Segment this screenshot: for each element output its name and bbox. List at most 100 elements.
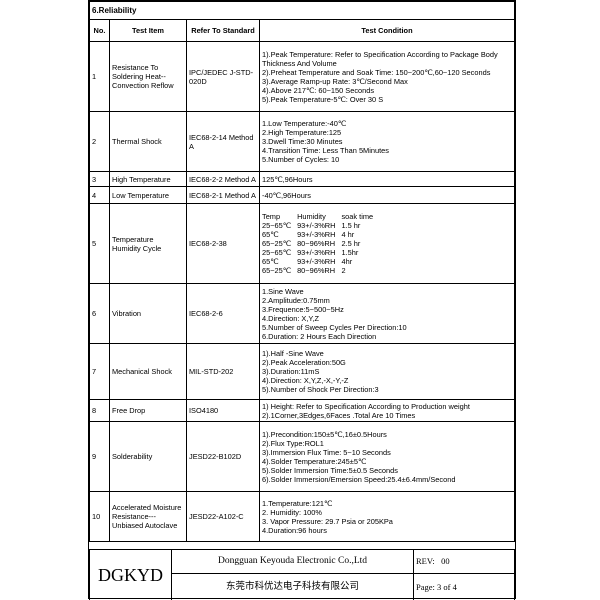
condition-table: Temp Humidity soak time 25~65℃ 93+/-3%RH 1.5 … (262, 212, 379, 275)
test-item: Temperature Humidity Cycle (109, 203, 187, 284)
column-header: Refer To Standard (186, 19, 260, 42)
test-condition: 1).Half -Sine Wave 2).Peak Acceleration:5… (259, 343, 515, 400)
column-header: Test Condition (259, 19, 515, 42)
table-row: 5 Temperature Humidity Cycle IEC68-2-38 Tem… (89, 203, 515, 284)
test-item: Accelerated Moisture Resistance---Unbias… (109, 491, 187, 542)
row-number: 2 (89, 111, 110, 172)
condition-cell: 65~25℃ (262, 266, 292, 275)
sheet: 6.Reliability No. Test Item Refer To Stand… (88, 0, 516, 600)
test-condition: 1).Peak Temperature: Refer to Specificat… (259, 41, 515, 112)
condition-line: 4.Direction: X,Y,Z (262, 313, 319, 323)
condition-header-cell: soak time (341, 212, 374, 221)
condition-row: 65~25℃ 80~96%RH 2.5 hr (262, 239, 379, 248)
condition-line: 1.Low Temperature:-40℃ (262, 119, 347, 128)
condition-cell: 93+/-3%RH (297, 248, 336, 257)
table-row: 7 Mechanical Shock MIL-STD-202 1).Half -Sin… (89, 343, 515, 400)
condition-line: 1.Sine Wave (262, 286, 304, 296)
condition-line: 4).Solder Temperature:245±5℃ (262, 456, 367, 466)
condition-header: Temp Humidity soak time (262, 212, 379, 221)
rev-value: 00 (441, 556, 450, 566)
test-condition: 125℃,96Hours (259, 171, 515, 187)
reliability-table: 6.Reliability No. Test Item Refer To Stand… (89, 1, 515, 542)
test-item: Free Drop (109, 399, 187, 422)
test-item: Thermal Shock (109, 111, 187, 172)
test-item: Solderability (109, 421, 187, 492)
condition-line: 2).Peak Acceleration:50G (262, 358, 346, 367)
condition-cell: 4hr (341, 257, 353, 266)
condition-line: 125℃,96Hours (262, 174, 313, 184)
standard: IEC68-2-6 (186, 283, 260, 344)
test-condition: 1.Low Temperature:-40℃ 2.High Temperature… (259, 111, 515, 172)
condition-line: 2. Humidity: 100% (262, 507, 322, 517)
standard: JESD22-A102-C (186, 491, 260, 542)
condition-cell: 4 hr (341, 230, 355, 239)
table-row: 4 Low Temperature IEC68-2-1 Method A -40℃,9… (89, 186, 515, 204)
logo: DGKYD (89, 549, 172, 600)
revision: REV: 00 (413, 549, 515, 574)
header-row: No. Test Item Refer To Standard Test Condit… (89, 19, 515, 42)
table-row: 3 High Temperature IEC68-2-2 Method A 125℃,… (89, 171, 515, 187)
condition-line: 6.Duration: 2 Hours Each Direction (262, 331, 377, 341)
row-number: 8 (89, 399, 110, 422)
condition-line: 2).Flux Type:ROL1 (262, 438, 324, 448)
condition-row: 25~65℃ 93+/-3%RH 1.5hr (262, 248, 379, 257)
condition-cell: 93+/-3%RH (297, 257, 336, 266)
page-number: Page: 3 of 4 (413, 573, 515, 600)
condition-line: 3).Average Ramp-up Rate: 3℃/Second Max (262, 76, 408, 86)
standard: IEC68-2-2 Method A (186, 171, 260, 187)
condition-line: 2.High Temperature:125 (262, 128, 342, 137)
condition-line: 2).1Corner,3Edges,6Faces .Total Are 10 T… (262, 410, 416, 420)
condition-line: 5).Number of Shock Per Direction:3 (262, 385, 379, 394)
condition-cell: 1.5hr (341, 248, 359, 257)
table-row: 2 Thermal Shock IEC68-2-14 Method A 1.Low T… (89, 111, 515, 172)
condition-cell: 2 (341, 266, 346, 275)
condition-row: 25~65℃ 93+/-3%RH 1.5 hr (262, 221, 379, 230)
table-row: 6 Vibration IEC68-2-6 1.Sine Wave 2.Amplitud… (89, 283, 515, 344)
condition-line: 1).Half -Sine Wave (262, 349, 324, 358)
test-item: High Temperature (109, 171, 187, 187)
condition-line: -40℃,96Hours (262, 190, 311, 200)
test-item: Mechanical Shock (109, 343, 187, 400)
condition-line: 5.Number of Cycles: 10 (262, 155, 340, 164)
company-name-cn: 东莞市科优达电子科技有限公司 (171, 573, 414, 600)
condition-cell: 25~65℃ (262, 248, 292, 257)
condition-cell: 2.5 hr (341, 239, 361, 248)
condition-cell: 65℃ (262, 257, 279, 266)
row-number: 9 (89, 421, 110, 492)
standard: JESD22-B102D (186, 421, 260, 492)
condition-line: 5.Number of Sweep Cycles Per Direction:1… (262, 322, 407, 332)
standard: ISO4180 (186, 399, 260, 422)
row-number: 3 (89, 171, 110, 187)
condition-line: 3).Duration:11mS (262, 367, 320, 376)
condition-cell: 25~65℃ (262, 221, 292, 230)
condition-cell: 80~96%RH (297, 239, 336, 248)
column-header: Test Item (109, 19, 187, 42)
condition-line: 6).Solder Immersion/Emersion Speed:25.4±… (262, 474, 456, 484)
footer: DGKYD Dongguan Keyouda Electronic Co.,Lt… (89, 549, 515, 600)
test-condition: 1).Precondition:150±5℃,16±0.5Hours 2).Flu… (259, 421, 515, 492)
condition-line: 2.Amplitude:0.75mm (262, 295, 330, 305)
test-item: Resistance To Soldering Heat--Convection… (109, 41, 187, 112)
condition-line: 1.Temperature:121℃ (262, 498, 333, 508)
row-number: 7 (89, 343, 110, 400)
condition-line: 4).Above 217℃: 60~150 Seconds (262, 85, 375, 95)
standard: IEC68-2-1 Method A (186, 186, 260, 204)
test-item: Low Temperature (109, 186, 187, 204)
standard: IEC68-2-38 (186, 203, 260, 284)
table-row: 10 Accelerated Moisture Resistance---Unbi… (89, 491, 515, 542)
condition-row: 65℃ 93+/-3%RH 4hr (262, 257, 379, 266)
table-row: 1 Resistance To Soldering Heat--Convectio… (89, 41, 515, 112)
company-name: Dongguan Keyouda Electronic Co.,Ltd (171, 549, 414, 574)
section-title: 6.Reliability (89, 1, 515, 20)
condition-cell: 65~25℃ (262, 239, 292, 248)
standard: MIL-STD-202 (186, 343, 260, 400)
condition-line: 3).Immersion Flux Time: 5~10 Seconds (262, 447, 391, 457)
condition-line: 1) Height: Refer to Specification Accord… (262, 401, 470, 411)
test-condition: -40℃,96Hours (259, 186, 515, 204)
rev-label: REV: (416, 556, 435, 566)
test-item: Vibration (109, 283, 187, 344)
condition-cell: 93+/-3%RH (297, 230, 336, 239)
column-header: No. (89, 19, 110, 42)
row-number: 10 (89, 491, 110, 542)
